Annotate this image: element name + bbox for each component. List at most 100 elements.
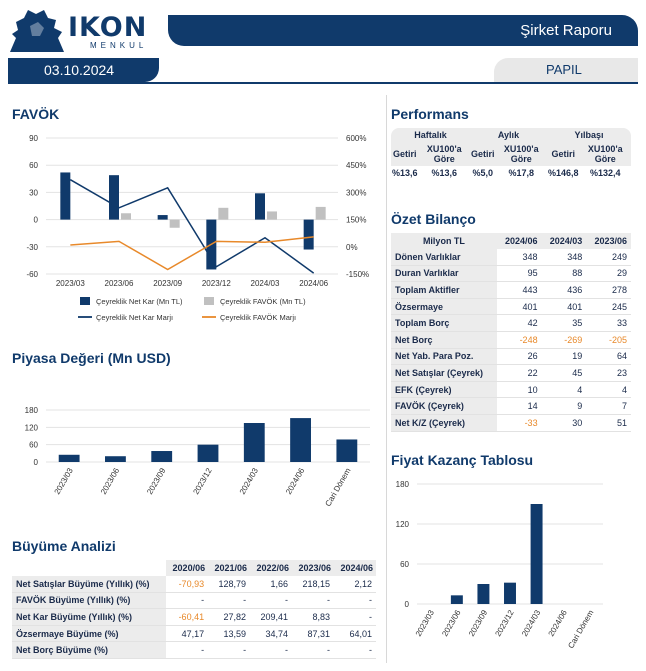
buyume-cell: -70,93: [166, 576, 209, 593]
buyume-row: Özsermaye Büyüme (%) 47,17 13,59 34,74 87,31…: [12, 625, 376, 643]
bar: [504, 582, 516, 604]
column-divider: [386, 95, 387, 663]
y-tick-label: 0: [34, 458, 39, 467]
bar-favok: [315, 206, 326, 220]
bar: [450, 595, 463, 604]
bar: [336, 439, 358, 462]
legend-label: Çeyreklik FAVÖK Marjı: [220, 313, 296, 322]
buyume-cell: -: [208, 593, 251, 610]
bilanco-cell: -33: [496, 415, 542, 432]
date-bar: 03.10.2024: [8, 58, 159, 82]
legend-label: Çeyreklik Net Kar Marjı: [96, 313, 173, 322]
bilanco-title: Özet Bilanço: [391, 211, 476, 227]
bilanco-cell: 64: [586, 349, 631, 366]
buyume-cell: -: [250, 642, 293, 659]
buyume-cell: 1,66: [250, 576, 293, 593]
y-tick-label: 180: [25, 406, 39, 415]
bilanco-cell: 278: [586, 282, 631, 299]
bilanco-cell: 33: [586, 315, 631, 332]
bilanco-cell: -205: [586, 332, 631, 349]
buyume-row-label: Net Borç Büyüme (%): [12, 642, 167, 659]
bar-net-kar: [109, 175, 119, 220]
perf-value: %13,6: [418, 166, 470, 180]
logo-main-text: IKON: [68, 12, 148, 43]
bilanco-cell: 401: [541, 299, 587, 316]
y2-tick-label: -150%: [346, 270, 369, 279]
bilanco-row-label: Net Satışlar (Çeyrek): [391, 365, 497, 382]
x-tick-label: 2024/03: [251, 279, 280, 288]
x-tick-label: Cari Dönem: [566, 608, 595, 649]
buyume-cell: 128,79: [208, 576, 251, 593]
buyume-cell: -: [292, 593, 334, 610]
bilanco-row: Net Satışlar (Çeyrek) 22 45 23: [391, 365, 631, 382]
bar-net-kar: [60, 172, 71, 220]
bilanco-header: 2023/06: [586, 233, 631, 249]
bilanco-cell: 245: [586, 299, 631, 316]
perf-subheader: Getiri: [393, 149, 417, 159]
bilanco-row-label: EFK (Çeyrek): [391, 381, 497, 399]
bilanco-row: Net K/Z (Çeyrek) -33 30 51: [391, 414, 631, 432]
y2-tick-label: 0%: [346, 243, 358, 252]
bilanco-cell: 10: [496, 382, 542, 399]
legend-label: Çeyreklik FAVÖK (Mn TL): [220, 297, 306, 306]
bilanco-cell: 249: [586, 249, 631, 266]
bilanco-cell: 436: [541, 282, 587, 299]
buyume-header: 2023/06: [292, 560, 334, 576]
bilanco-row: Özsermaye 401 401 245: [391, 298, 631, 316]
report-date: 03.10.2024: [44, 62, 115, 78]
buyume-cell: -: [292, 642, 334, 659]
buyume-row-label: Net Kar Büyüme (Yıllık) (%): [12, 609, 167, 626]
y-tick-label: -60: [26, 270, 38, 279]
buyume-cell: -: [208, 642, 251, 659]
buyume-row-label: Net Satışlar Büyüme (Yıllık) (%): [12, 576, 167, 593]
y-tick-label: 0: [34, 216, 39, 225]
buyume-cell: -: [334, 642, 376, 659]
y2-tick-label: 600%: [346, 134, 366, 143]
x-tick-label: 2023/09: [145, 466, 168, 496]
buyume-cell: 13,59: [208, 626, 251, 643]
lion-logo-icon: [10, 10, 64, 52]
bilanco-row: EFK (Çeyrek) 10 4 4: [391, 381, 631, 399]
header-divider: [8, 82, 638, 84]
bilanco-cell: 4: [586, 382, 631, 399]
bar-favok: [121, 213, 131, 220]
buyume-cell: -: [334, 609, 376, 626]
perf-subheader: XU100'a Göre: [503, 144, 539, 164]
bilanco-row: Toplam Aktifler 443 436 278: [391, 282, 631, 299]
buyume-row-label: FAVÖK Büyüme (Yıllık) (%): [12, 592, 167, 610]
bilanco-cell: 401: [496, 299, 542, 316]
buyume-cell: 64,01: [334, 626, 376, 643]
buyume-cell: 218,15: [292, 576, 334, 593]
x-tick-label: 2023/12: [202, 279, 231, 288]
y-tick-label: 30: [29, 188, 38, 197]
x-tick-label: 2023/09: [153, 279, 182, 288]
bar-net-kar: [157, 215, 168, 220]
bilanco-header: 2024/06: [496, 233, 542, 249]
bilanco-cell: 88: [541, 266, 587, 283]
bilanco-row: Toplam Borç 42 35 33: [391, 315, 631, 332]
perf-subheader: XU100'a Göre: [426, 144, 462, 164]
bilanco-cell: 443: [496, 282, 542, 299]
bilanco-cell: 7: [586, 398, 631, 415]
bilanco-cell: 30: [541, 415, 587, 432]
buyume-header: 2020/06: [166, 560, 209, 576]
bilanco-cell: 45: [541, 365, 587, 382]
piyasa-title: Piyasa Değeri (Mn USD): [12, 350, 171, 366]
y-tick-label: 120: [396, 520, 410, 529]
perf-subheader: Getiri: [551, 149, 575, 159]
bilanco-cell: 95: [496, 266, 542, 283]
x-tick-label: 2024/06: [284, 466, 307, 496]
buyume-cell: 209,41: [250, 609, 293, 626]
buyume-cell: 8,83: [292, 609, 334, 626]
x-tick-label: 2023/03: [56, 279, 85, 288]
perf-subheader: Getiri: [471, 149, 495, 159]
buyume-cell: 47,17: [166, 626, 209, 643]
x-tick-label: 2023/03: [53, 466, 76, 496]
report-title: Şirket Raporu: [520, 22, 612, 39]
bar: [151, 451, 173, 462]
x-tick-label: 2023/09: [467, 608, 490, 638]
x-tick-label: 2023/12: [191, 466, 214, 496]
performans-table: Haftalık Aylık Yılbaşı Getiri XU100'a Gö…: [391, 128, 631, 180]
buyume-header: [12, 560, 167, 576]
bar-favok: [267, 211, 277, 220]
